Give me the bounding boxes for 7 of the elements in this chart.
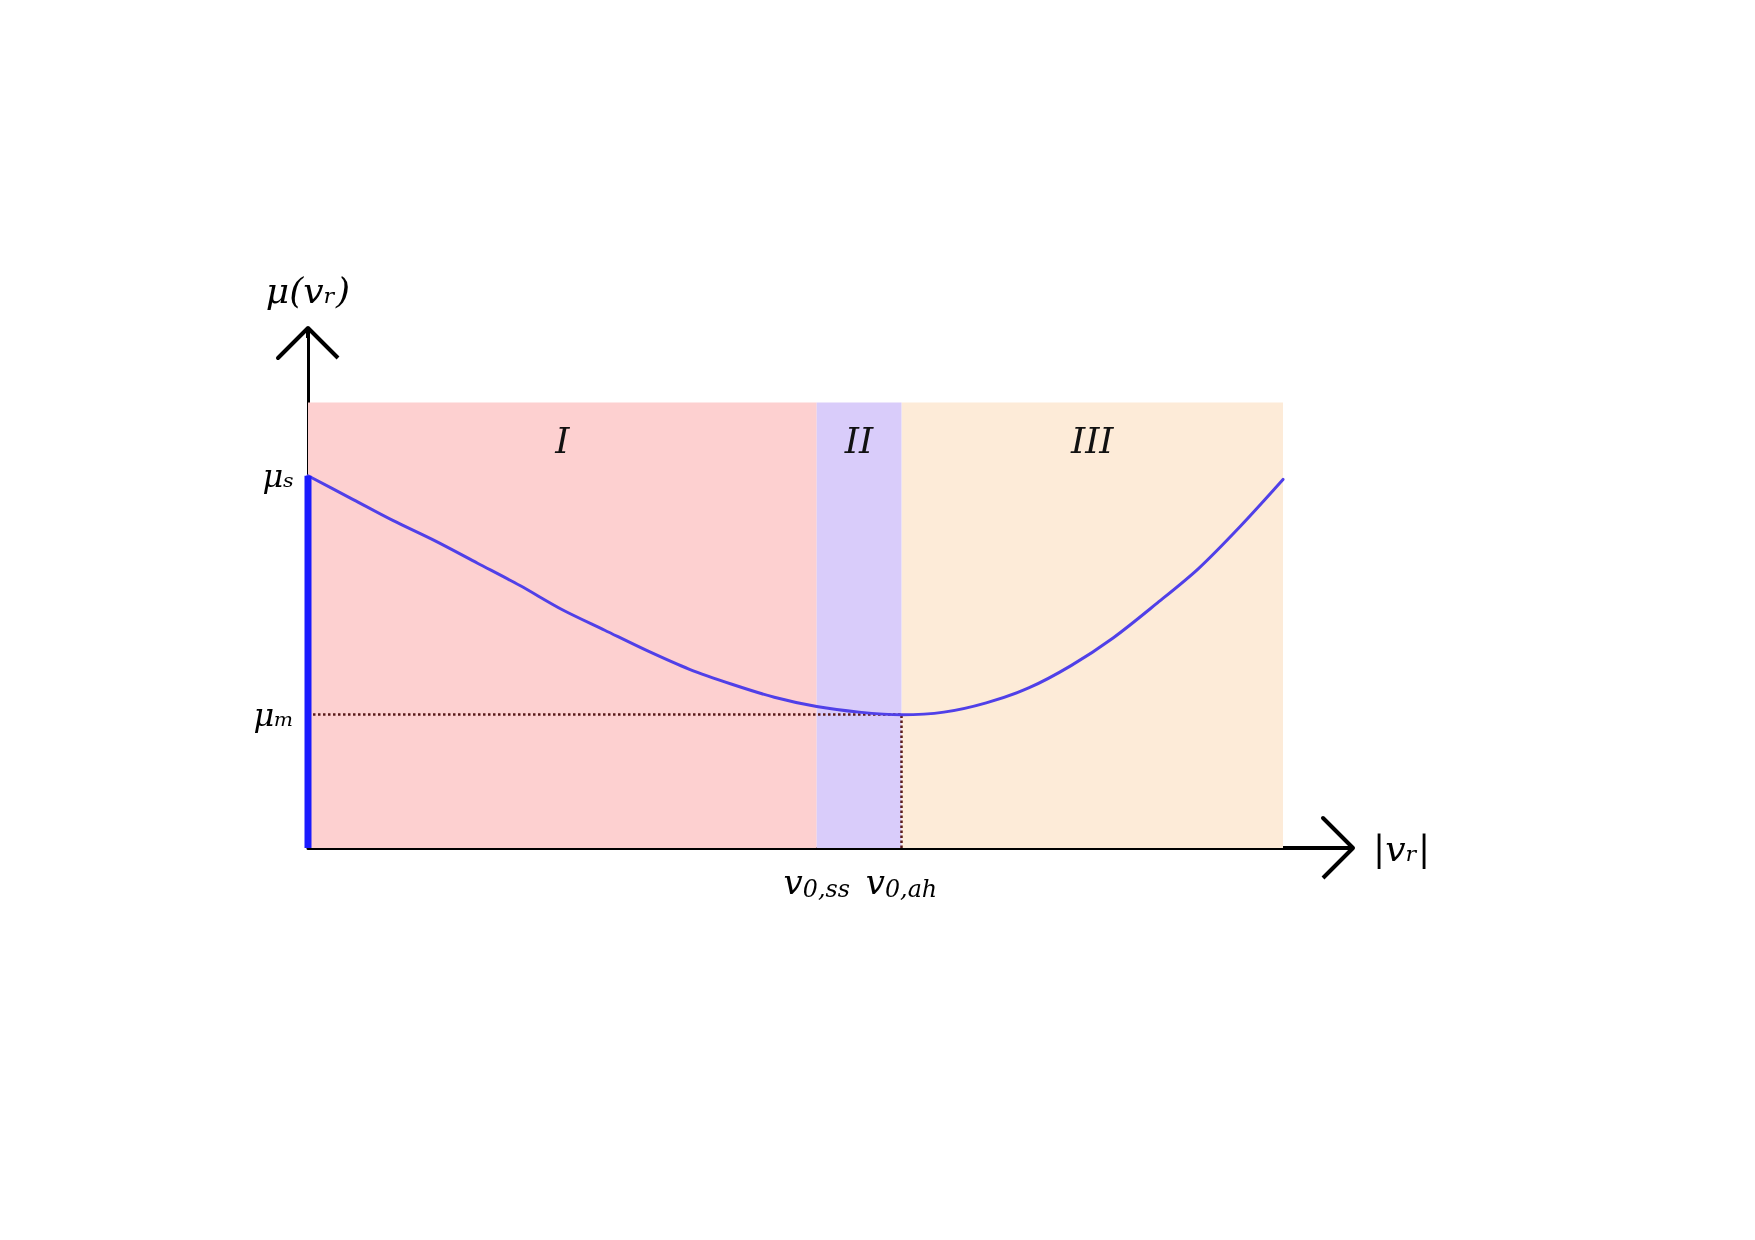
y-axis-title: μ(vᵣ) xyxy=(265,269,351,311)
text: μₛ xyxy=(262,456,294,495)
band-label: II xyxy=(843,419,875,461)
text: III xyxy=(1069,419,1115,461)
ref-line-label: μₘ xyxy=(253,695,294,734)
text: I xyxy=(554,419,571,461)
x-axis-title: |vᵣ| xyxy=(1373,827,1431,869)
